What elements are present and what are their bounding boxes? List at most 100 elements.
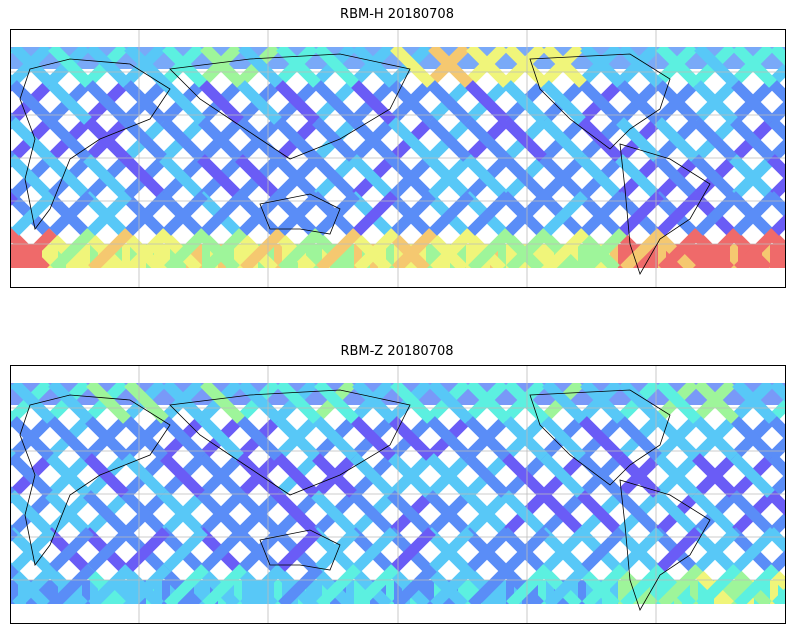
swath xyxy=(770,511,786,535)
swath-band-segment xyxy=(570,580,578,604)
swath xyxy=(122,453,167,498)
swath xyxy=(352,383,397,424)
swath-band-segment xyxy=(242,244,250,268)
swath-band-segment xyxy=(194,244,202,268)
swath xyxy=(767,490,786,517)
swath xyxy=(12,228,57,268)
swath xyxy=(240,228,285,268)
swath-band-segment xyxy=(274,580,282,604)
swath xyxy=(86,47,131,88)
swath xyxy=(10,383,55,424)
swath-band-segment xyxy=(738,580,746,604)
swath xyxy=(582,564,627,604)
swath xyxy=(734,564,779,604)
swath xyxy=(235,154,280,199)
swath-band-segment xyxy=(610,580,618,604)
swath xyxy=(202,228,247,268)
swath xyxy=(425,154,470,199)
swath-band-segment xyxy=(122,580,130,604)
satellite-swaths xyxy=(10,383,786,604)
swath xyxy=(392,228,437,268)
coastline xyxy=(19,58,171,230)
swath xyxy=(771,549,786,572)
swath xyxy=(122,117,167,162)
swath-band-segment xyxy=(10,244,18,268)
swath xyxy=(540,117,585,162)
swath xyxy=(84,453,129,498)
coastline xyxy=(529,53,671,150)
swath-band-segment xyxy=(162,244,170,268)
swath xyxy=(658,228,703,268)
swath xyxy=(691,490,736,535)
swath-band-segment xyxy=(154,244,162,268)
swath xyxy=(616,453,661,498)
swath-band-segment xyxy=(82,580,90,604)
swath-band-segment xyxy=(346,244,354,268)
swath-band-segment xyxy=(434,244,442,268)
swath-band-segment xyxy=(658,244,666,268)
swath-band-segment xyxy=(418,580,426,604)
swath-band-segment xyxy=(458,580,466,604)
swath xyxy=(578,117,623,162)
swath-band-segment xyxy=(498,244,506,268)
swath xyxy=(425,490,470,535)
swath xyxy=(316,228,361,268)
swath-band-segment xyxy=(466,244,474,268)
swath xyxy=(200,47,245,88)
swath-band-segment xyxy=(546,244,554,268)
swath-band-segment xyxy=(658,580,666,604)
swath-band-segment xyxy=(234,580,242,604)
swath xyxy=(124,47,169,88)
swath-band-segment xyxy=(282,580,290,604)
swath xyxy=(240,564,285,604)
swath xyxy=(694,47,739,88)
swath xyxy=(312,453,357,498)
swath-band-segment xyxy=(458,244,466,268)
swath-band-segment xyxy=(418,244,426,268)
swath xyxy=(387,154,432,199)
swath xyxy=(577,490,622,535)
swath xyxy=(616,117,661,162)
swath xyxy=(506,564,551,604)
swath-band-segment xyxy=(690,580,698,604)
swath xyxy=(463,154,508,199)
swath xyxy=(542,383,587,424)
swath xyxy=(349,154,394,199)
swath xyxy=(577,154,622,199)
swath xyxy=(769,473,786,498)
swath xyxy=(732,383,777,424)
swath-band-segment xyxy=(578,244,586,268)
swath-band-segment xyxy=(698,580,706,604)
swath-band-segment xyxy=(610,244,618,268)
swath xyxy=(387,490,432,535)
swath-band-segment xyxy=(650,580,658,604)
swath xyxy=(691,154,736,199)
axes-frame xyxy=(10,365,786,624)
swath xyxy=(767,61,786,88)
coastline xyxy=(259,193,341,235)
panel-title-rbm-h: RBM-H 20180708 xyxy=(340,7,454,22)
swath-band-segment xyxy=(202,580,210,604)
swath xyxy=(88,564,133,604)
swath xyxy=(729,154,774,199)
swath xyxy=(50,228,95,268)
swath xyxy=(428,383,473,424)
swath xyxy=(314,47,359,88)
swath-band-segment xyxy=(50,244,58,268)
swath xyxy=(121,154,166,199)
swath xyxy=(620,228,665,268)
swath-band-segment xyxy=(314,244,322,268)
swath xyxy=(197,490,242,535)
swath-band-segment xyxy=(730,244,738,268)
swath xyxy=(730,117,775,162)
swath xyxy=(48,47,93,88)
swath xyxy=(162,383,207,424)
swath xyxy=(126,564,171,604)
swath-band-segment xyxy=(698,244,706,268)
swath xyxy=(466,383,511,424)
swath-band-segment xyxy=(762,244,770,268)
swath-band-segment xyxy=(354,580,362,604)
swath xyxy=(88,228,133,268)
swath xyxy=(236,117,281,162)
swath-band-segment xyxy=(426,580,434,604)
